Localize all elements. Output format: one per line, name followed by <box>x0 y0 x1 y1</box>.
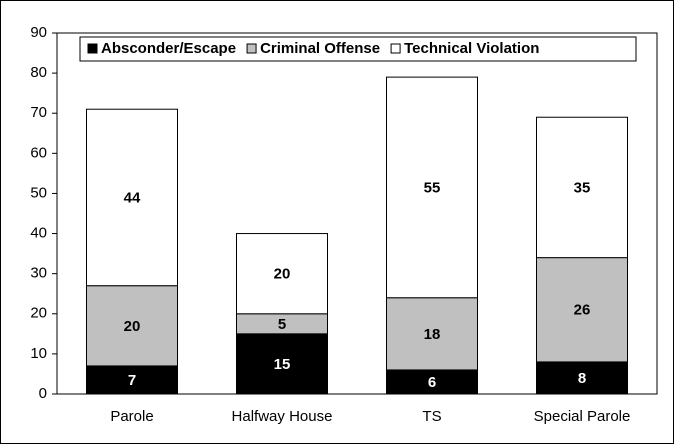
data-label: 15 <box>274 356 291 373</box>
data-label: 35 <box>574 179 591 196</box>
y-tick-label: 0 <box>39 385 47 402</box>
y-tick-label: 40 <box>30 225 47 242</box>
bar-segment <box>86 285 178 367</box>
bar-segment <box>386 76 478 299</box>
y-tick-label: 60 <box>30 144 47 161</box>
y-tick-label: 80 <box>30 64 47 81</box>
x-tick-label: Parole <box>110 408 153 425</box>
data-label: 18 <box>424 326 441 343</box>
bar-segment <box>386 297 478 371</box>
data-label: 7 <box>128 372 136 389</box>
legend-label: Technical Violation <box>404 40 539 57</box>
legend-swatch <box>246 43 257 54</box>
legend-label: Criminal Offense <box>260 40 380 57</box>
x-tick-label: Halfway House <box>232 408 333 425</box>
data-label: 26 <box>574 302 591 319</box>
bar-segment <box>386 369 478 395</box>
x-tick-label: Special Parole <box>534 408 631 425</box>
data-label: 20 <box>274 266 291 283</box>
data-label: 5 <box>278 316 286 333</box>
legend-swatch <box>390 43 401 54</box>
y-tick-label: 10 <box>30 345 47 362</box>
bar-segment <box>536 257 628 363</box>
data-label: 55 <box>424 179 441 196</box>
bar-segment <box>236 333 328 395</box>
legend-swatch <box>87 43 98 54</box>
y-tick-label: 20 <box>30 305 47 322</box>
data-label: 20 <box>124 318 141 335</box>
data-label: 44 <box>124 189 141 206</box>
legend-box <box>79 36 637 62</box>
bar-segment <box>536 116 628 259</box>
legend-label: Absconder/Escape <box>101 40 236 57</box>
y-tick-label: 50 <box>30 184 47 201</box>
bar-segment <box>236 233 328 315</box>
bar-segment <box>86 365 178 395</box>
data-label: 6 <box>428 374 436 391</box>
x-tick-label: TS <box>422 408 441 425</box>
bar-segment <box>86 108 178 287</box>
y-tick-label: 30 <box>30 265 47 282</box>
data-label: 8 <box>578 370 586 387</box>
y-tick-label: 70 <box>30 104 47 121</box>
y-tick-label: 90 <box>30 24 47 41</box>
